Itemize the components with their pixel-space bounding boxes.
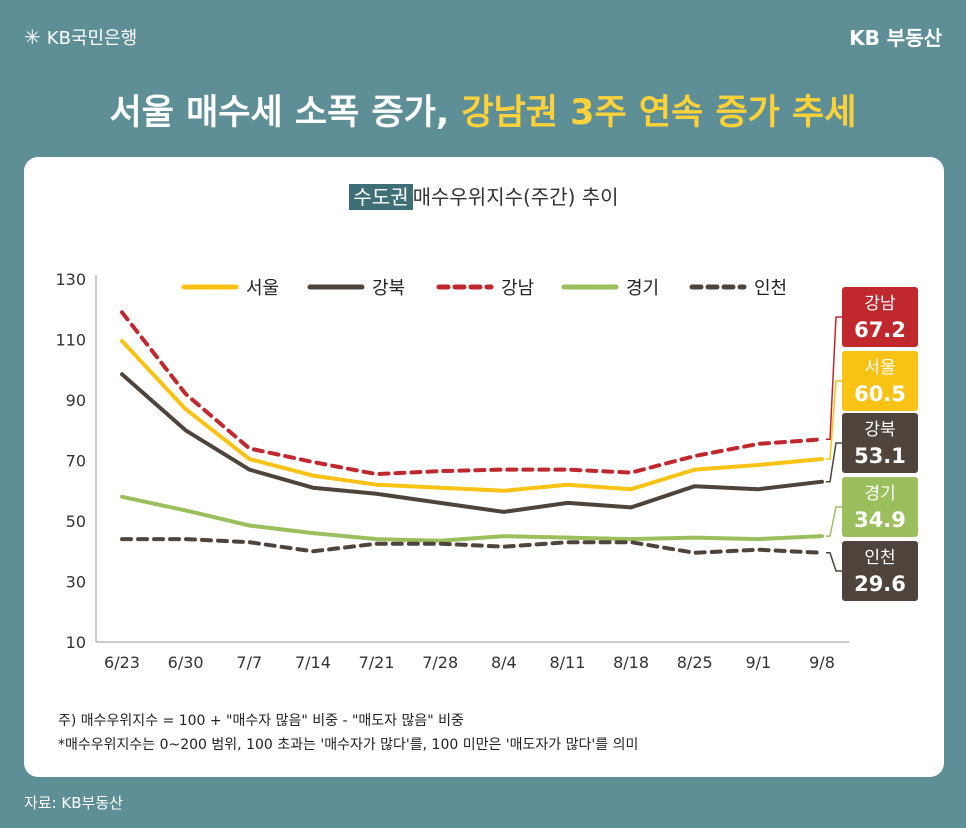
y-tick-label: 70 [66,452,86,471]
x-tick-label: 8/18 [613,653,649,672]
x-tick-label: 7/21 [359,653,395,672]
legend-label-1: 강북 [372,278,405,299]
end-label-leader-3 [826,506,842,537]
series-line-4 [120,537,824,555]
end-label-name-0: 강남 [864,294,896,314]
chart-title-tag: 수도권 [349,184,413,210]
end-label-value-0: 67.2 [854,318,906,342]
end-label-name-2: 강북 [864,420,895,440]
x-tick-label: 8/11 [549,653,585,672]
x-tick-label: 9/1 [745,653,771,672]
headline-part1: 서울 매수세 소폭 증가, [109,93,462,133]
end-label-value-3: 34.9 [854,508,906,532]
x-tick-label: 6/23 [104,653,140,672]
headline-part2: 강남권 3주 연속 증가 추세 [461,93,857,133]
y-tick-label: 110 [55,331,86,350]
end-label-box-2 [842,413,918,473]
x-tick-label: 6/30 [168,653,204,672]
series-line-3 [120,494,824,543]
x-tick-label: 7/28 [422,653,458,672]
series-line-0 [120,339,824,493]
headline: 서울 매수세 소폭 증가, 강남권 3주 연속 증가 추세 [0,84,966,135]
chart-notes: 주) 매수우위지수 = 100 + "매수자 많음" 비중 - "매도자 많음"… [58,709,638,757]
end-label-name-4: 인천 [864,548,895,568]
end-label-box-4 [842,541,918,601]
legend-label-4: 인천 [754,278,787,299]
x-tick-label: 9/8 [809,653,835,672]
end-label-name-3: 경기 [864,484,895,504]
note-line-2: *매수우위지수는 0~200 범위, 100 초과는 '매수자가 많다'를, 1… [58,737,639,753]
y-tick-label: 50 [66,512,86,531]
y-tick-label: 30 [66,573,86,592]
y-tick-label: 130 [55,270,86,289]
y-tick-label: 10 [66,633,86,652]
brand-label: KB 부동산 [849,26,942,50]
x-tick-label: 8/4 [491,653,517,672]
note-line-1: 주) 매수우위지수 = 100 + "매수자 많음" 비중 - "매도자 많음"… [58,713,464,729]
line-chart: 10 30 50 70 90 110 130 6/23 6/30 7/7 7/14 7/21 7/28 8… [55,270,918,672]
legend-label-3: 경기 [626,278,659,299]
legend-label-0: 서울 [246,278,279,299]
logo-text: KB국민은행 [46,28,138,49]
end-label-leader-1 [826,380,842,460]
x-tick-label: 7/7 [236,653,262,672]
end-label-leader-4 [826,552,842,572]
x-tick-label: 8/25 [677,653,713,672]
end-label-value-1: 60.5 [854,382,906,406]
kb-star-icon: ✳ [24,25,41,49]
end-label-leader-2 [826,442,842,483]
series-line-2 [120,310,824,477]
end-label-name-1: 서울 [864,358,895,378]
end-label-value-4: 29.6 [854,572,906,596]
source-label: 자료: KB부동산 [24,794,123,812]
end-label-box-1 [842,351,918,411]
y-tick-label: 90 [66,391,86,410]
x-tick-label: 7/14 [295,653,331,672]
end-label-value-2: 53.1 [854,444,906,468]
chart-title: 수도권 매수우위지수(주간) 추이 [24,181,944,210]
end-label-box-0 [842,287,918,347]
end-label-box-3 [842,477,918,537]
legend-label-2: 강남 [501,278,534,299]
end-label-leader-0 [826,316,842,441]
kb-bank-logo: ✳ KB국민은행 [24,24,137,50]
series-line-1 [120,372,824,514]
chart-title-rest: 매수우위지수(주간) 추이 [412,185,619,209]
chart-card: 수도권 매수우위지수(주간) 추이 10 30 50 70 90 110 130 6/23 6/3… [24,157,944,777]
